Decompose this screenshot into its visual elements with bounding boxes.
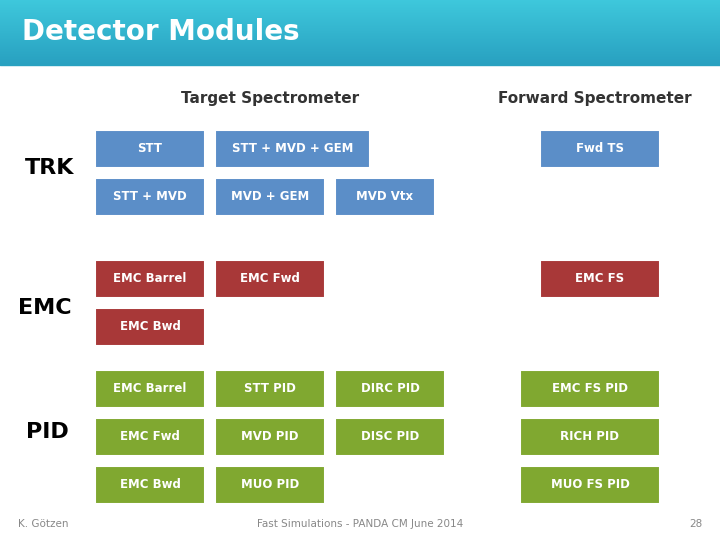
Text: MVD PID: MVD PID <box>241 430 299 443</box>
Text: EMC FS: EMC FS <box>575 273 624 286</box>
Text: STT PID: STT PID <box>244 382 296 395</box>
Text: EMC Fwd: EMC Fwd <box>240 273 300 286</box>
Bar <box>215 370 325 408</box>
Text: EMC Fwd: EMC Fwd <box>120 430 180 443</box>
Text: EMC Barrel: EMC Barrel <box>113 382 186 395</box>
Text: EMC: EMC <box>18 298 72 318</box>
Bar <box>95 308 205 346</box>
Text: DISC PID: DISC PID <box>361 430 419 443</box>
Bar <box>95 466 205 504</box>
Bar <box>215 178 325 216</box>
Bar <box>95 260 205 298</box>
Bar <box>95 370 205 408</box>
Bar <box>520 466 660 504</box>
Text: STT + MVD + GEM: STT + MVD + GEM <box>232 143 354 156</box>
Text: EMC Bwd: EMC Bwd <box>120 321 181 334</box>
Text: EMC FS PID: EMC FS PID <box>552 382 628 395</box>
Text: DIRC PID: DIRC PID <box>361 382 420 395</box>
Text: EMC Barrel: EMC Barrel <box>113 273 186 286</box>
Bar <box>335 370 445 408</box>
Text: Target Spectrometer: Target Spectrometer <box>181 91 359 105</box>
Bar <box>520 418 660 456</box>
Bar <box>215 130 370 168</box>
Text: Forward Spectrometer: Forward Spectrometer <box>498 91 692 105</box>
Bar <box>335 418 445 456</box>
Text: MUO FS PID: MUO FS PID <box>551 478 629 491</box>
Text: Detector Modules: Detector Modules <box>22 18 300 46</box>
Bar <box>215 466 325 504</box>
Text: STT: STT <box>138 143 163 156</box>
Bar <box>520 370 660 408</box>
Bar <box>335 178 435 216</box>
Bar <box>540 130 660 168</box>
Text: MVD Vtx: MVD Vtx <box>356 191 413 204</box>
Bar <box>540 260 660 298</box>
Text: Fast Simulations - PANDA CM June 2014: Fast Simulations - PANDA CM June 2014 <box>257 519 463 529</box>
Bar <box>95 418 205 456</box>
Bar <box>215 260 325 298</box>
Bar <box>0 0 720 65</box>
Bar <box>215 418 325 456</box>
Text: STT + MVD: STT + MVD <box>113 191 187 204</box>
Bar <box>95 178 205 216</box>
Bar <box>95 130 205 168</box>
Text: MVD + GEM: MVD + GEM <box>231 191 309 204</box>
Text: 28: 28 <box>689 519 702 529</box>
Text: Fwd TS: Fwd TS <box>576 143 624 156</box>
Text: TRK: TRK <box>25 158 75 178</box>
Text: PID: PID <box>26 422 68 442</box>
Text: EMC Bwd: EMC Bwd <box>120 478 181 491</box>
Text: RICH PID: RICH PID <box>560 430 619 443</box>
Text: K. Götzen: K. Götzen <box>18 519 68 529</box>
Text: MUO PID: MUO PID <box>241 478 299 491</box>
